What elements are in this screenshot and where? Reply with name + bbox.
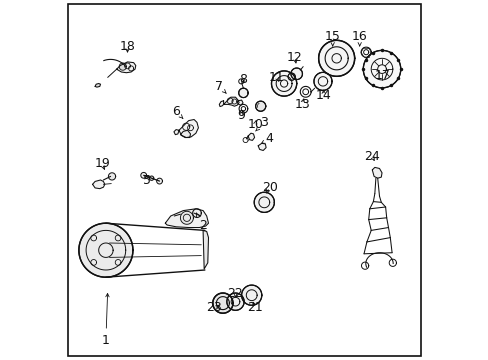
Polygon shape (212, 293, 232, 313)
Text: 9: 9 (237, 109, 244, 122)
Polygon shape (117, 62, 136, 73)
Polygon shape (95, 84, 101, 87)
Text: 12: 12 (286, 51, 302, 64)
Polygon shape (174, 130, 179, 135)
Text: 10: 10 (247, 118, 263, 131)
Polygon shape (271, 71, 296, 96)
Text: 4: 4 (261, 132, 273, 145)
Polygon shape (165, 209, 208, 228)
Polygon shape (141, 172, 146, 178)
Text: 22: 22 (227, 287, 243, 300)
Polygon shape (241, 285, 261, 305)
Polygon shape (108, 173, 115, 180)
Polygon shape (226, 293, 244, 310)
Polygon shape (290, 68, 302, 80)
Text: 8: 8 (238, 73, 246, 86)
Text: 15: 15 (324, 30, 340, 46)
Text: 11: 11 (268, 71, 284, 84)
Polygon shape (313, 72, 331, 90)
Text: 23: 23 (205, 301, 222, 314)
Polygon shape (203, 230, 208, 269)
Polygon shape (156, 178, 162, 184)
Text: 17: 17 (374, 69, 390, 82)
Polygon shape (363, 50, 400, 88)
Text: 21: 21 (247, 301, 263, 314)
Polygon shape (149, 176, 153, 180)
Polygon shape (318, 40, 354, 76)
Polygon shape (192, 209, 201, 217)
Text: 1: 1 (102, 293, 110, 347)
Polygon shape (287, 73, 295, 80)
Text: 6: 6 (172, 105, 183, 118)
Text: 16: 16 (351, 30, 367, 46)
Polygon shape (92, 180, 104, 189)
Text: 24: 24 (364, 150, 379, 163)
Polygon shape (247, 133, 254, 140)
Polygon shape (371, 167, 381, 178)
Polygon shape (237, 100, 243, 105)
Polygon shape (179, 120, 198, 138)
Text: 20: 20 (261, 181, 277, 194)
Text: 14: 14 (315, 89, 331, 102)
Polygon shape (238, 88, 247, 98)
Text: 13: 13 (294, 98, 309, 111)
Polygon shape (79, 223, 133, 277)
Polygon shape (223, 97, 239, 106)
Text: 2: 2 (196, 213, 206, 231)
Polygon shape (258, 143, 265, 150)
Polygon shape (119, 63, 126, 70)
Text: 19: 19 (94, 157, 110, 170)
Text: 7: 7 (215, 80, 225, 93)
Polygon shape (219, 101, 223, 107)
Polygon shape (255, 101, 265, 111)
Polygon shape (180, 130, 190, 138)
Text: 18: 18 (120, 40, 135, 53)
Polygon shape (180, 211, 193, 224)
Text: 3: 3 (255, 116, 268, 131)
Text: 5: 5 (143, 174, 151, 186)
Polygon shape (254, 192, 274, 212)
